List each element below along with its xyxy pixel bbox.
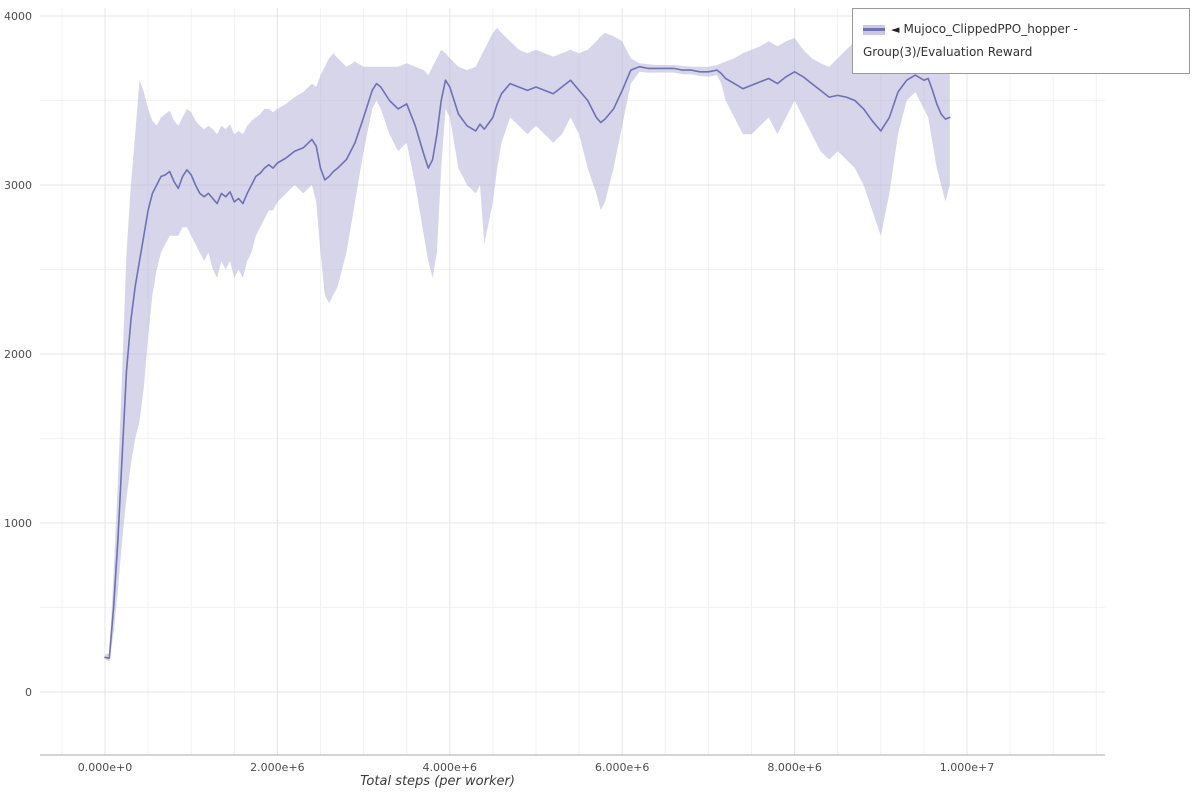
plot-area[interactable] [40, 8, 1105, 755]
legend-series-swatch [863, 24, 885, 35]
legend[interactable]: ◄ Mujoco_ClippedPPO_hopper - Group(3)/Eva… [852, 8, 1190, 74]
y-tick-label: 1000 [4, 517, 32, 530]
y-tick-label: 0 [25, 686, 32, 699]
x-tick-label: 1.000e+7 [940, 761, 994, 774]
x-tick-label: 4.000e+6 [423, 761, 477, 774]
legend-collapse-icon[interactable]: ◄ [891, 23, 900, 36]
x-axis-title: Total steps (per worker) [360, 774, 515, 789]
confidence-band [105, 26, 950, 662]
x-tick-label: 2.000e+6 [250, 761, 304, 774]
legend-series-label[interactable]: Mujoco_ClippedPPO_hopper - Group(3)/Eval… [863, 22, 1078, 59]
mean-line [104, 65, 951, 660]
x-tick-label: 6.000e+6 [595, 761, 649, 774]
y-tick-label: 3000 [4, 179, 32, 192]
y-tick-label: 2000 [4, 348, 32, 361]
y-tick-label: 4000 [4, 10, 32, 23]
x-tick-label: 8.000e+6 [767, 761, 821, 774]
x-tick-label: 0.000e+0 [78, 761, 132, 774]
